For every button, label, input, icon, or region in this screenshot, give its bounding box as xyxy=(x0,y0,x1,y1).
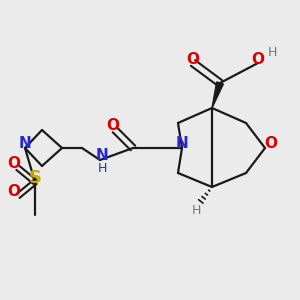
Text: O: O xyxy=(106,118,119,134)
Text: O: O xyxy=(265,136,278,152)
Text: N: N xyxy=(19,136,32,152)
Polygon shape xyxy=(212,82,223,108)
Text: O: O xyxy=(8,184,20,200)
Text: O: O xyxy=(8,157,20,172)
Text: O: O xyxy=(187,52,200,67)
Text: N: N xyxy=(176,136,188,152)
Text: S: S xyxy=(28,169,41,187)
Text: H: H xyxy=(267,46,277,59)
Text: H: H xyxy=(191,205,201,218)
Text: H: H xyxy=(97,161,107,175)
Text: N: N xyxy=(96,148,108,164)
Text: O: O xyxy=(251,52,265,67)
